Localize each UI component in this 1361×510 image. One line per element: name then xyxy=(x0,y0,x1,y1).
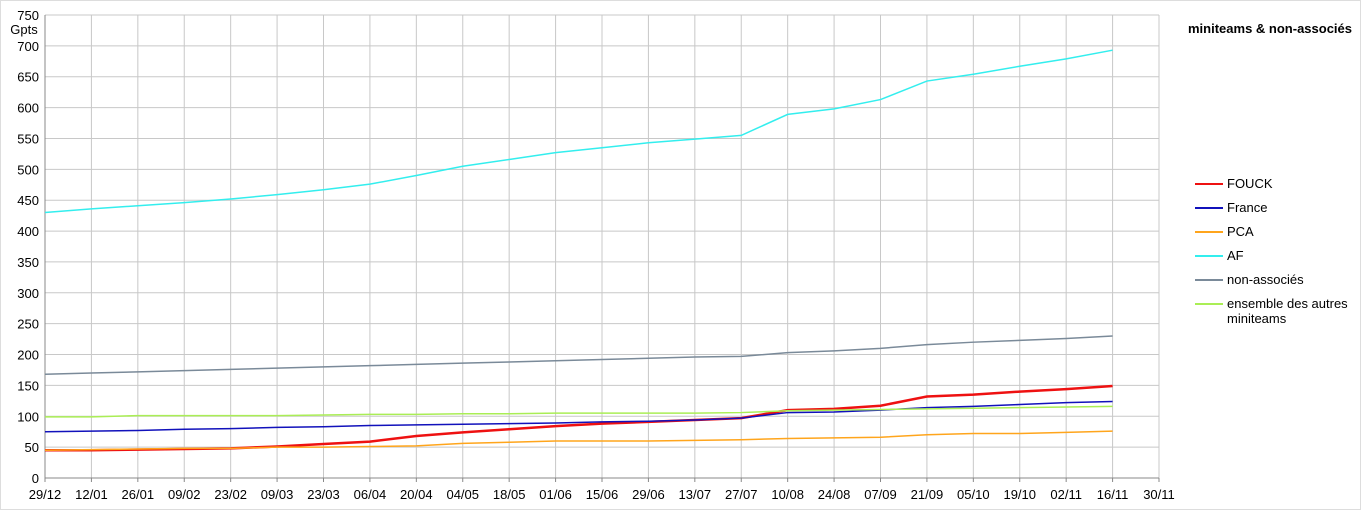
series-line xyxy=(44,430,1113,451)
legend-label: FOUCK xyxy=(1227,176,1273,191)
legend: FOUCK France PCA AF non-associés ensemble des… xyxy=(1192,176,1352,335)
x-tick-label: 01/06 xyxy=(539,487,572,502)
x-tick-label: 12/01 xyxy=(75,487,108,502)
y-tick-label: 300 xyxy=(17,286,39,301)
legend-item: France xyxy=(1192,200,1352,215)
legend-swatch xyxy=(1195,231,1223,233)
x-tick-label: 05/10 xyxy=(957,487,990,502)
x-tick-label: 13/07 xyxy=(679,487,712,502)
legend-label: ensemble des autres miniteams xyxy=(1227,296,1348,326)
series-line xyxy=(44,400,1113,433)
y-tick-label: 450 xyxy=(17,193,39,208)
series-line xyxy=(45,405,1113,418)
x-tick-label: 29/12 xyxy=(29,487,62,502)
legend-label: France xyxy=(1227,200,1268,215)
x-tick-label: 15/06 xyxy=(586,487,619,502)
x-tick-label: 21/09 xyxy=(911,487,944,502)
x-tick-label: 26/01 xyxy=(122,487,155,502)
legend-swatch xyxy=(1195,207,1223,209)
y-tick-label: 350 xyxy=(17,255,39,270)
x-tick-label: 27/07 xyxy=(725,487,758,502)
x-tick-label: 24/08 xyxy=(818,487,851,502)
legend-swatch xyxy=(1195,279,1223,281)
legend-swatch xyxy=(1195,255,1223,257)
y-tick-label: 400 xyxy=(17,224,39,239)
y-tick-label: 500 xyxy=(17,162,39,177)
legend-item: FOUCK xyxy=(1192,176,1352,191)
y-tick-label: 600 xyxy=(17,101,39,116)
x-tick-label: 09/03 xyxy=(261,487,294,502)
legend-item: PCA xyxy=(1192,224,1352,239)
x-tick-label: 19/10 xyxy=(1003,487,1036,502)
x-tick-label: 29/06 xyxy=(632,487,665,502)
x-tick-label: 23/02 xyxy=(214,487,247,502)
x-tick-label: 04/05 xyxy=(446,487,479,502)
legend-label: PCA xyxy=(1227,224,1254,239)
y-tick-label: 200 xyxy=(17,348,39,363)
x-tick-label: 30/11 xyxy=(1143,487,1175,502)
series-line xyxy=(44,335,1113,376)
chart-title: miniteams & non-associés xyxy=(1188,21,1352,36)
x-tick-label: 18/05 xyxy=(493,487,526,502)
x-tick-label: 20/04 xyxy=(400,487,433,502)
legend-swatch xyxy=(1195,303,1223,305)
legend-item: ensemble des autres miniteams xyxy=(1192,296,1352,326)
x-tick-label: 16/11 xyxy=(1097,487,1129,502)
legend-item: AF xyxy=(1192,248,1352,263)
series-line xyxy=(44,49,1113,214)
x-tick-label: 06/04 xyxy=(354,487,387,502)
y-tick-label: 100 xyxy=(17,409,39,424)
y-tick-label: 250 xyxy=(17,317,39,332)
y-tick-label: 700 xyxy=(17,39,39,54)
y-tick-label: 0 xyxy=(32,471,39,486)
legend-swatch xyxy=(1195,183,1223,185)
x-tick-label: 02/11 xyxy=(1050,487,1082,502)
y-tick-label: 650 xyxy=(17,70,39,85)
legend-item: non-associés xyxy=(1192,272,1352,287)
legend-label: non-associés xyxy=(1227,272,1304,287)
x-tick-label: 23/03 xyxy=(307,487,340,502)
x-tick-label: 10/08 xyxy=(771,487,804,502)
y-axis-label: Gpts xyxy=(10,22,38,37)
y-tick-label: 550 xyxy=(17,131,39,146)
y-tick-label: 50 xyxy=(25,440,39,455)
x-tick-label: 07/09 xyxy=(864,487,897,502)
y-tick-label: 750 xyxy=(17,8,39,23)
y-tick-label: 150 xyxy=(17,378,39,393)
legend-label: AF xyxy=(1227,248,1244,263)
x-tick-label: 09/02 xyxy=(168,487,201,502)
